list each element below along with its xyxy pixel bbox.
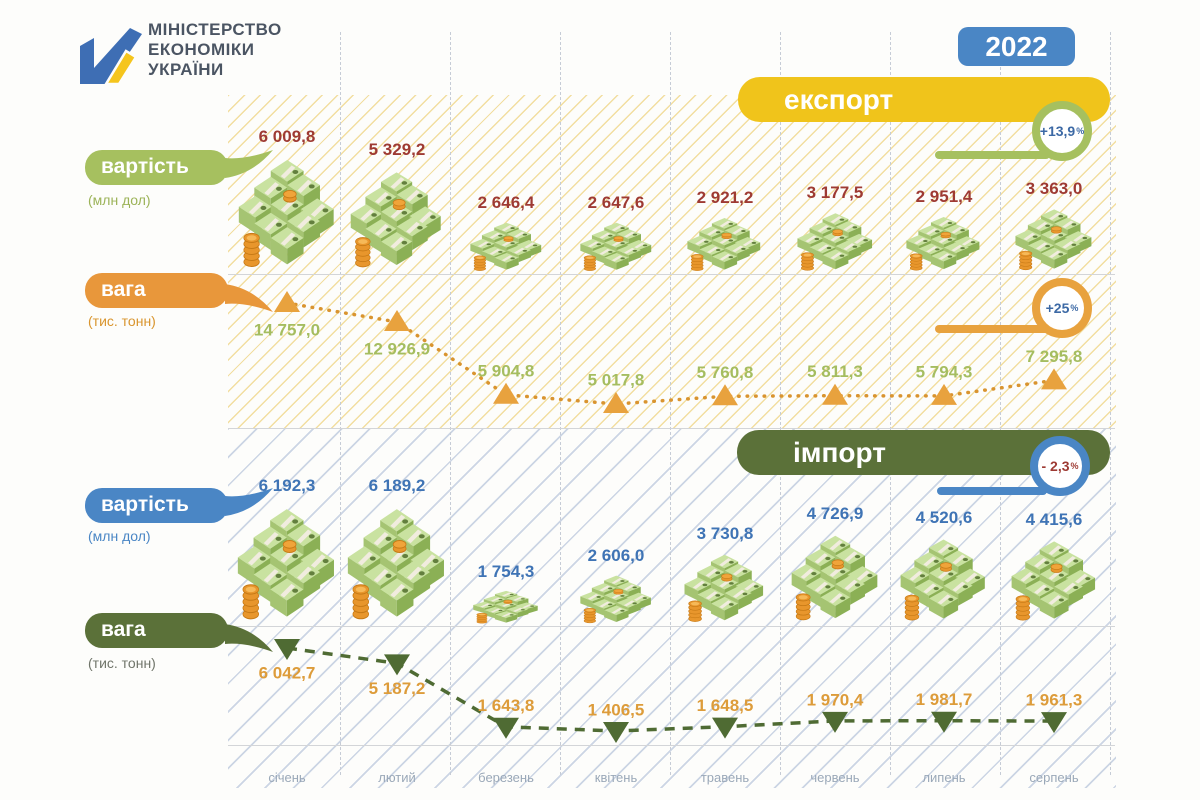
year-badge: 2022 (958, 27, 1075, 66)
export-weight-change-text: +25 (1045, 300, 1070, 316)
logo-line-3: УКРАЇНИ (148, 60, 224, 79)
export-money-pile-icon (579, 220, 654, 274)
import-weight-bubble: вага (85, 613, 228, 648)
baseline (228, 428, 1115, 429)
import-value-label: 2 606,0 (587, 545, 645, 565)
vertical-gridline (560, 32, 561, 775)
export-weight-badge-ribbon (935, 325, 1050, 333)
export-value-label: 2 646,4 (477, 193, 535, 212)
import-value-change-unit: % (1070, 461, 1079, 471)
import-money-pile-icon (899, 535, 988, 626)
ministry-logo-text: МІНІСТЕРСТВО ЕКОНОМІКИ УКРАЇНИ (148, 20, 282, 80)
baseline (228, 626, 1115, 627)
import-money-pile-icon (683, 551, 766, 626)
export-weight-bubble-tail (225, 284, 273, 312)
export-value-badge-ribbon (935, 151, 1050, 159)
export-money-pile-icon (349, 167, 444, 274)
export-value-label: 3 177,5 (806, 182, 864, 202)
month-label: липень (922, 770, 966, 785)
export-value-label: 2 647,6 (587, 192, 645, 212)
import-value-change-text: - 2,3 (1041, 458, 1070, 474)
export-weight-change-unit: % (1070, 303, 1079, 313)
export-money-pile-icon (796, 210, 875, 274)
import-value-change-badge: - 2,3% (1030, 436, 1090, 496)
month-label: лютий (378, 770, 416, 785)
month-label: травень (700, 770, 750, 785)
import-value-label: 4 520,6 (915, 508, 973, 528)
import-money-pile-icon (579, 573, 654, 626)
ministry-logo-icon (80, 28, 142, 84)
import-money-pile-icon (472, 589, 540, 626)
baseline (228, 745, 1115, 746)
month-label: березень (478, 770, 534, 785)
logo-line-1: МІНІСТЕРСТВО (148, 20, 282, 39)
import-value-unit: (млн дол) (88, 528, 151, 544)
export-value-bubble: вартість (85, 150, 228, 185)
export-value-label: 2 951,4 (915, 187, 973, 207)
import-money-pile-icon (236, 503, 338, 626)
export-money-pile-icon (686, 215, 763, 274)
vertical-gridline (890, 32, 891, 775)
import-weight-bubble-tail (225, 624, 273, 652)
import-money-pile-icon (790, 531, 881, 626)
import-value-label: 1 754,3 (477, 562, 535, 582)
vertical-gridline (1000, 32, 1001, 775)
vertical-gridline (670, 32, 671, 775)
import-value-label: 3 730,8 (696, 523, 754, 543)
baseline (228, 274, 1115, 275)
import-money-pile-icon (1010, 537, 1098, 626)
export-money-pile-icon (905, 214, 982, 274)
import-value-badge-ribbon (937, 487, 1047, 495)
export-value-label: 5 329,2 (368, 140, 426, 160)
import-value-label: 6 189,2 (368, 475, 426, 495)
export-money-pile-icon (469, 220, 544, 274)
import-value-label: 4 726,9 (806, 504, 864, 524)
export-value-label: 6 009,8 (258, 127, 316, 147)
import-value-label: 6 192,3 (258, 475, 316, 495)
export-value-label: 2 921,2 (696, 187, 754, 207)
month-label: січень (268, 770, 306, 785)
export-value-change-text: +13,9 (1039, 123, 1076, 139)
vertical-gridline (780, 32, 781, 775)
import-money-pile-icon (346, 503, 448, 626)
export-money-pile-icon (1014, 206, 1094, 274)
import-weight-unit: (тис. тонн) (88, 655, 156, 671)
export-value-bubble-tail (225, 150, 273, 178)
export-value-change-unit: % (1076, 126, 1085, 136)
export-weight-change-badge: +25% (1032, 278, 1092, 338)
vertical-gridline (1110, 32, 1111, 775)
month-label: червень (810, 770, 860, 785)
export-value-unit: (млн дол) (88, 192, 151, 208)
export-money-pile-icon (237, 154, 337, 274)
import-value-label: 4 415,6 (1025, 510, 1083, 530)
export-value-change-badge: +13,9% (1032, 101, 1092, 161)
month-label: квітень (594, 770, 638, 785)
export-value-label: 3 363,0 (1025, 178, 1083, 198)
import-value-bubble: вартість (85, 488, 228, 523)
logo-line-2: ЕКОНОМІКИ (148, 40, 255, 59)
month-label: серпень (1029, 770, 1079, 785)
export-weight-unit: (тис. тонн) (88, 313, 156, 329)
import-value-bubble-tail (225, 488, 273, 516)
export-weight-bubble: вага (85, 273, 228, 308)
